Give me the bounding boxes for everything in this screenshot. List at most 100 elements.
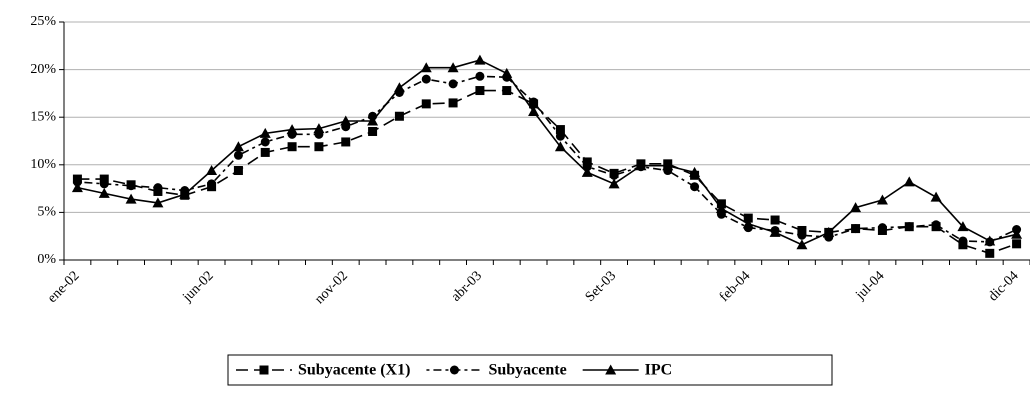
marker (555, 125, 565, 135)
marker (823, 226, 835, 237)
marker (903, 176, 915, 187)
x-tick-label: abr-03 (449, 268, 485, 304)
marker (957, 221, 969, 232)
x-tick-label: nov-02 (312, 268, 351, 307)
marker (501, 67, 513, 78)
marker (286, 124, 298, 135)
marker (876, 194, 888, 205)
marker (555, 131, 565, 141)
marker (475, 71, 485, 81)
marker (233, 166, 243, 176)
legend-box (227, 354, 833, 386)
marker (99, 179, 109, 189)
y-tick-label: 15% (30, 109, 56, 124)
marker (554, 141, 566, 152)
x-tick-label: jul-04 (853, 268, 888, 303)
marker (368, 126, 378, 136)
marker (260, 137, 270, 147)
marker (1011, 228, 1023, 239)
marker (98, 187, 110, 198)
legend-text: IPC (645, 362, 673, 379)
marker (582, 157, 592, 167)
marker (475, 86, 485, 96)
legend: Subyacente (X1) Subyacente IPC (227, 354, 833, 386)
marker (529, 97, 539, 107)
marker (71, 182, 83, 193)
marker (341, 137, 351, 147)
marker (340, 115, 352, 126)
marker (797, 225, 807, 235)
marker (152, 197, 164, 208)
marker (528, 105, 540, 116)
marker (259, 127, 271, 138)
x-tick-label: ene-02 (45, 268, 83, 306)
legend-text: Subyacente (488, 362, 566, 379)
marker (742, 218, 754, 229)
marker (930, 191, 942, 202)
legend-text: Subyacente (X1) (298, 362, 410, 379)
marker (394, 111, 404, 121)
marker (206, 165, 218, 176)
marker (984, 235, 996, 246)
marker (1012, 239, 1022, 249)
marker (449, 365, 459, 375)
marker (207, 179, 217, 189)
marker (448, 79, 458, 89)
x-tick-label: Set-03 (583, 268, 619, 304)
marker (420, 62, 432, 73)
marker (448, 98, 458, 108)
marker (72, 177, 82, 187)
y-tick-label: 20% (30, 62, 56, 77)
marker (662, 160, 674, 171)
marker (233, 150, 243, 160)
x-tick-label: dic-04 (986, 268, 1022, 304)
marker (796, 239, 808, 250)
marker (287, 142, 297, 152)
marker (797, 230, 807, 240)
marker (393, 82, 405, 93)
marker (153, 183, 163, 193)
series-line (77, 75, 1017, 243)
marker (313, 123, 325, 134)
marker (126, 181, 136, 191)
y-tick-label: 0% (37, 252, 56, 267)
series-line (77, 89, 1017, 255)
marker (904, 222, 914, 232)
marker (877, 223, 887, 233)
marker (770, 215, 780, 225)
marker (125, 193, 137, 204)
x-tick-label: jun-02 (180, 268, 217, 305)
marker (260, 147, 270, 157)
marker (179, 188, 191, 199)
marker (635, 160, 647, 171)
marker (690, 182, 700, 192)
x-tick-label: feb-04 (717, 268, 753, 304)
marker (931, 220, 941, 230)
marker (502, 86, 512, 96)
marker (99, 174, 109, 184)
marker (421, 99, 431, 109)
marker (474, 54, 486, 65)
marker (769, 226, 781, 237)
y-tick-label: 25% (30, 14, 56, 29)
marker (958, 236, 968, 246)
marker (609, 170, 619, 180)
marker (447, 62, 459, 73)
marker (851, 224, 861, 234)
marker (314, 142, 324, 152)
marker (259, 365, 269, 375)
marker (715, 203, 727, 214)
marker (743, 213, 753, 223)
marker (232, 141, 244, 152)
y-tick-label: 10% (30, 157, 56, 172)
marker (421, 74, 431, 84)
marker (582, 162, 592, 172)
marker (581, 166, 593, 177)
marker (985, 248, 995, 258)
marker (367, 115, 379, 126)
y-tick-label: 5% (37, 205, 56, 220)
series-line (77, 59, 1017, 246)
marker (689, 166, 701, 177)
marker (850, 202, 862, 213)
